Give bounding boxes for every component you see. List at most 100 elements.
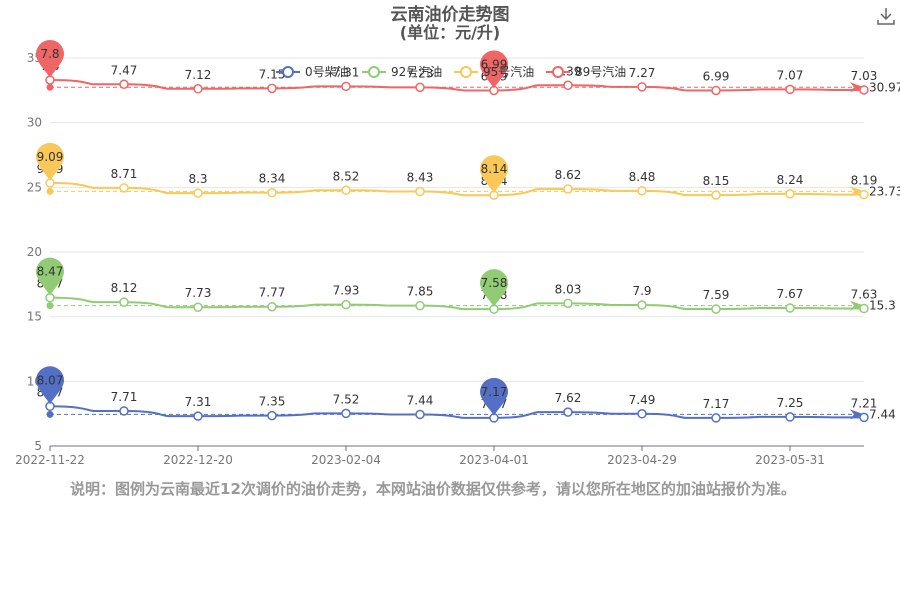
series-line (49, 78, 864, 92)
legend-item[interactable]: 0号柴油 (276, 65, 349, 79)
data-point[interactable] (193, 188, 203, 198)
data-point[interactable] (563, 184, 573, 194)
extreme-pin (36, 257, 64, 296)
average-start-marker (46, 302, 54, 310)
data-label: 8.19 (851, 174, 878, 188)
data-point[interactable] (711, 413, 721, 423)
pin-label: 6.99 (481, 57, 508, 71)
data-label: 8.3 (188, 172, 207, 186)
data-label: 8.15 (703, 174, 730, 188)
data-point[interactable] (859, 189, 869, 200)
data-point[interactable] (859, 412, 869, 423)
data-point[interactable] (859, 303, 869, 314)
data-point[interactable] (563, 80, 573, 91)
y-tick-label: 30 (27, 116, 42, 130)
data-point[interactable] (341, 299, 351, 310)
average-lines: 7.44 15.3 23.73 30.97 (46, 80, 900, 421)
extreme-pin (480, 269, 508, 308)
data-label: 8.12 (111, 281, 138, 295)
data-point[interactable] (267, 410, 277, 421)
legend-item[interactable]: 95号汽油 (454, 64, 534, 79)
data-point[interactable] (859, 85, 869, 95)
data-point[interactable] (711, 85, 721, 96)
data-label: 7.15 (259, 67, 286, 81)
data-point[interactable] (119, 183, 129, 193)
data-point[interactable] (415, 409, 425, 420)
data-point[interactable] (193, 84, 203, 94)
data-label: 7.27 (629, 66, 656, 80)
data-label: 8.03 (555, 282, 582, 296)
data-point[interactable] (119, 79, 129, 90)
data-label: 7.85 (407, 285, 434, 299)
average-label: 15.3 (869, 299, 896, 313)
data-label: 7.59 (703, 288, 730, 302)
grid (50, 57, 864, 382)
pin-label: 7.17 (481, 385, 508, 399)
data-point[interactable] (341, 408, 351, 419)
data-label: 7.67 (777, 287, 804, 301)
data-point[interactable] (785, 84, 795, 95)
data-label: 8.34 (259, 172, 286, 186)
data-point[interactable] (193, 302, 203, 312)
data-label: 7.23 (407, 66, 434, 80)
data-point[interactable] (415, 82, 425, 93)
data-label: 7.03 (851, 69, 878, 83)
average-start-marker (46, 410, 54, 418)
data-point[interactable] (637, 82, 647, 92)
legend-label: 0号柴油 (305, 65, 349, 79)
data-label: 7.93 (333, 284, 360, 298)
extreme-pin (480, 377, 508, 416)
legend-label: 92号汽油 (391, 64, 442, 79)
data-label: 8.71 (111, 167, 138, 181)
average-start-marker (46, 83, 54, 91)
data-point[interactable] (415, 300, 425, 311)
data-point[interactable] (193, 411, 203, 421)
download-icon[interactable] (876, 6, 896, 26)
data-label: 7.63 (851, 288, 878, 302)
data-point[interactable] (637, 409, 647, 419)
data-point[interactable] (711, 304, 721, 314)
legend-item[interactable]: 92号汽油 (362, 64, 442, 79)
data-label: 7.52 (333, 392, 360, 406)
data-label: 7.47 (111, 63, 138, 77)
data-label: 6.99 (703, 69, 730, 83)
data-label: 7.73 (185, 286, 212, 300)
data-label: 7.31 (185, 395, 212, 409)
data-point[interactable] (785, 412, 795, 422)
data-label: 7.25 (777, 396, 804, 410)
y-tick-label: 15 (27, 310, 42, 324)
legend-label: 89号汽油 (575, 64, 626, 79)
legend-marker (460, 66, 472, 78)
data-point[interactable] (563, 407, 573, 417)
data-point[interactable] (563, 298, 573, 309)
y-tick-label: 25 (27, 180, 42, 194)
data-point[interactable] (711, 190, 721, 200)
data-point[interactable] (785, 189, 795, 199)
data-point[interactable] (341, 185, 351, 196)
data-point[interactable] (785, 303, 795, 313)
extreme-pin (480, 50, 508, 89)
legend[interactable]: 0号柴油 92号汽油 95号汽油 89号汽油 (276, 64, 626, 79)
data-point[interactable] (267, 301, 277, 312)
data-label: 7.62 (555, 391, 582, 405)
legend-item[interactable]: 89号汽油 (546, 64, 626, 79)
pin-label: 8.14 (481, 162, 508, 176)
y-tick-label: 20 (27, 245, 42, 259)
series-line (49, 296, 864, 311)
data-point[interactable] (637, 186, 647, 196)
x-tick-label: 2022-12-20 (163, 453, 233, 467)
data-point[interactable] (267, 83, 277, 94)
data-point[interactable] (119, 297, 129, 307)
data-point[interactable] (637, 300, 647, 310)
data-point[interactable] (341, 81, 351, 92)
data-label: 7.35 (259, 395, 286, 409)
data-label: 8.62 (555, 168, 582, 182)
data-label: 7.77 (259, 286, 286, 300)
average-label: 7.44 (869, 407, 896, 421)
data-point[interactable] (267, 187, 277, 198)
x-tick-label: 2023-02-04 (311, 453, 381, 467)
data-point[interactable] (415, 186, 425, 197)
data-point[interactable] (119, 406, 129, 416)
data-label: 7.07 (777, 68, 804, 82)
